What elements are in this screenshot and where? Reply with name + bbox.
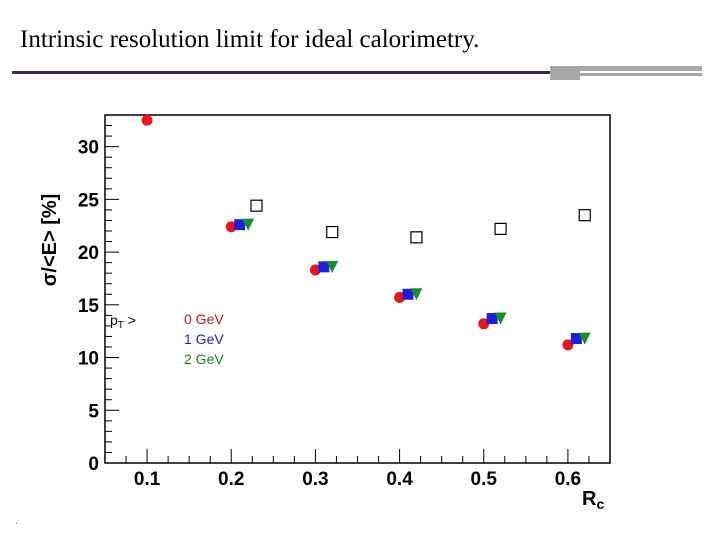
- plot-border: [104, 114, 611, 464]
- slide-title: Intrinsic resolution limit for ideal cal…: [20, 26, 480, 53]
- x-tick-label: 0.3: [302, 469, 328, 490]
- point-2-gev: [326, 260, 339, 273]
- legend: pT > 0 GeV 1 GeV 2 GeV: [110, 311, 224, 367]
- point-0-gev: [141, 114, 153, 126]
- footer-mark: .: [15, 516, 18, 527]
- tick-labels: 0 5 10 15 20 25 30 0.1 0.2 0.3 0.4 0.5 0.6: [78, 138, 581, 490]
- legend-prefix-gt: >: [124, 312, 136, 328]
- y-axis-title: σ/<E> [%]: [39, 194, 61, 287]
- legend-prefix-p: p: [110, 312, 118, 328]
- point-2-gev: [578, 332, 591, 345]
- point-0-gev: [394, 291, 406, 303]
- point-2-gev: [494, 312, 507, 325]
- legend-entry-1gev: 1 GeV: [184, 331, 224, 347]
- title-rule-grey-bottom: [550, 73, 702, 76]
- data-points: [141, 114, 591, 351]
- y-tick-label: 15: [78, 296, 100, 317]
- x-axis-title-sub: c: [596, 496, 604, 512]
- point-reference: [494, 222, 507, 235]
- x-axis-title-main: R: [582, 488, 597, 510]
- legend-entry-2gev: 2 GeV: [184, 351, 224, 367]
- y-tick-label: 5: [88, 401, 99, 422]
- plot-frame: [104, 114, 611, 464]
- point-2-gev: [410, 288, 423, 301]
- axis-ticks: [104, 114, 611, 464]
- point-1-gev: [486, 313, 498, 325]
- title-rule-grey-top: [550, 66, 702, 71]
- y-tick-label: 0: [88, 454, 99, 475]
- x-tick-label: 0.1: [134, 469, 161, 490]
- legend-prefix: pT >: [110, 312, 136, 331]
- y-tick-label: 20: [78, 243, 99, 264]
- point-0-gev: [225, 221, 237, 233]
- x-tick-label: 0.2: [218, 469, 244, 490]
- x-tick-label: 0.6: [555, 469, 581, 490]
- x-tick-label: 0.4: [386, 469, 413, 490]
- point-1-gev: [570, 333, 582, 345]
- point-0-gev: [309, 264, 321, 276]
- point-1-gev: [318, 261, 330, 273]
- y-tick-label: 25: [78, 190, 100, 211]
- point-1-gev: [234, 219, 246, 231]
- point-reference: [326, 225, 339, 239]
- point-0-gev: [478, 318, 490, 330]
- x-axis-title: Rc: [582, 488, 604, 512]
- point-2-gev: [242, 218, 255, 231]
- legend-entry-0gev: 0 GeV: [184, 311, 224, 327]
- y-tick-label: 30: [78, 138, 99, 159]
- x-tick-label: 0.5: [471, 469, 498, 490]
- point-reference: [578, 209, 591, 222]
- title-underline: [12, 71, 550, 74]
- point-reference: [410, 231, 423, 244]
- legend-prefix-sub: T: [118, 320, 124, 331]
- y-tick-label: 10: [78, 349, 99, 370]
- point-1-gev: [402, 288, 414, 300]
- point-0-gev: [562, 339, 574, 351]
- point-reference: [250, 199, 263, 212]
